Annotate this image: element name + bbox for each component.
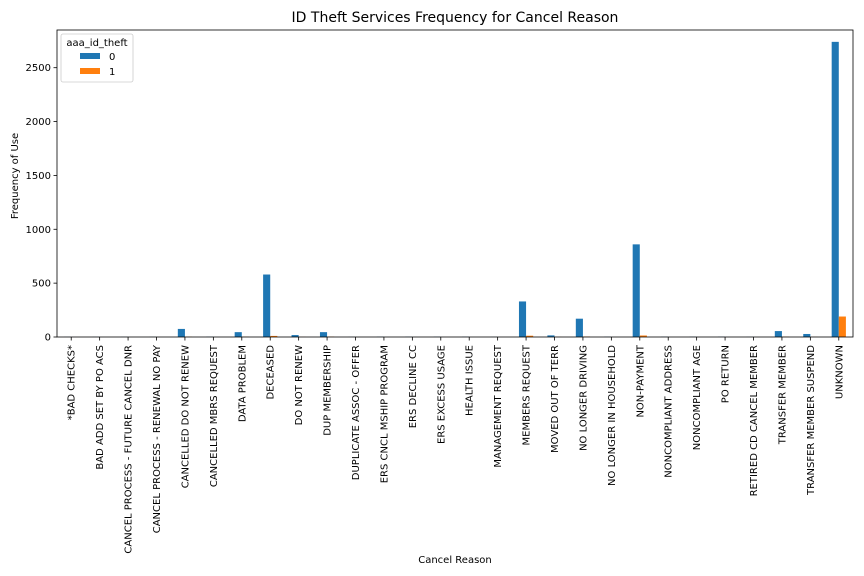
x-tick-label-20: NON-PAYMENT [635,344,646,417]
x-axis-label: Cancel Reason [418,555,492,566]
x-tick-label-16: MEMBERS REQUEST [522,344,533,445]
x-tick-label-9: DUP MEMBERSHIP [323,345,334,436]
y-tick-label-1000: 1000 [26,225,51,236]
x-tick-label-2: CANCEL PROCESS - FUTURE CANCEL DNR [124,345,135,554]
x-tick-label-19: NO LONGER IN HOUSEHOLD [607,345,618,486]
bar-series-1-16 [526,335,534,337]
bar-series-0-27 [831,41,839,337]
x-tick-label-4: CANCELLED DO NOT RENEW [180,345,191,488]
y-tick-label-1500: 1500 [26,171,51,182]
bars-layer [64,41,846,337]
bar-series-1-7 [270,335,278,337]
x-tick-label-11: ERS CNCL MSHIP PROGRAM [379,345,390,483]
bar-series-0-7 [263,274,271,337]
bar-series-0-26 [803,333,811,337]
x-tick-label-27: UNKNOWN [834,345,845,399]
x-tick-label-3: CANCEL PROCESS - RENEWAL NO PAY [152,344,163,533]
x-tick-label-21: NONCOMPLIANT ADDRESS [664,345,675,478]
bar-series-0-6 [234,332,242,337]
x-tick-label-25: TRANSFER MEMBER [777,345,788,445]
x-tick-label-24: RETIRED CD CANCEL MEMBER [749,345,760,496]
x-tick-label-23: PO RETURN [721,345,732,403]
x-tick-label-1: BAD ADD SET BY PO ACS [95,345,106,470]
plot-frame [56,29,854,338]
legend: aaa_id_theft 0 1 [60,33,134,83]
legend-label-1: 1 [109,67,115,78]
x-tick-label-13: ERS EXCESS USAGE [436,345,447,444]
x-tick-label-22: NONCOMPLIANT AGE [692,345,703,450]
x-tick-label-14: HEALTH ISSUE [465,345,476,416]
x-tick-label-18: NO LONGER DRIVING [578,345,589,451]
x-tick-label-7: DECEASED [266,345,277,400]
x-tick-label-5: CANCELLED MBRS REQUEST [209,344,220,487]
y-axis-label: Frequency of Use [10,133,21,219]
legend-swatch-1 [80,68,100,74]
bar-series-0-4 [177,328,185,337]
bar-series-0-18 [575,318,583,337]
bar-series-0-20 [632,244,640,337]
x-tick-label-10: DUPLICATE ASSOC - OFFER [351,345,362,480]
y-tick-label-500: 500 [32,279,51,290]
bar-series-0-25 [774,331,782,337]
y-tick-label-2500: 2500 [26,63,51,74]
bar-series-0-8 [291,335,299,337]
chart-title: ID Theft Services Frequency for Cancel R… [292,10,619,26]
x-tick-label-8: DO NOT RENEW [294,345,305,425]
x-tick-label-12: ERS DECLINE CC [408,345,419,428]
x-tick-label-15: MANAGEMENT REQUEST [493,344,504,468]
legend-swatch-0 [80,53,100,59]
legend-title: aaa_id_theft [66,38,127,49]
bar-series-0-16 [518,301,527,337]
y-tick-label-0: 0 [45,333,51,344]
x-tick-label-6: DATA PROBLEM [237,345,248,422]
x-tick-label-17: MOVED OUT OF TERR [550,345,561,453]
bar-series-0-9 [319,332,328,337]
axes-layer: 0 500 1000 1500 2000 2500 *BAD CHECKS* BAD ADD … [26,29,854,554]
bar-series-1-20 [639,335,647,337]
legend-label-0: 0 [109,52,115,63]
x-tick-label-26: TRANSFER MEMBER SUSPEND [806,345,817,496]
y-tick-label-2000: 2000 [26,117,51,128]
x-tick-label-0: *BAD CHECKS* [67,345,78,420]
bar-series-1-27 [838,316,846,337]
bar-series-0-17 [547,335,555,337]
